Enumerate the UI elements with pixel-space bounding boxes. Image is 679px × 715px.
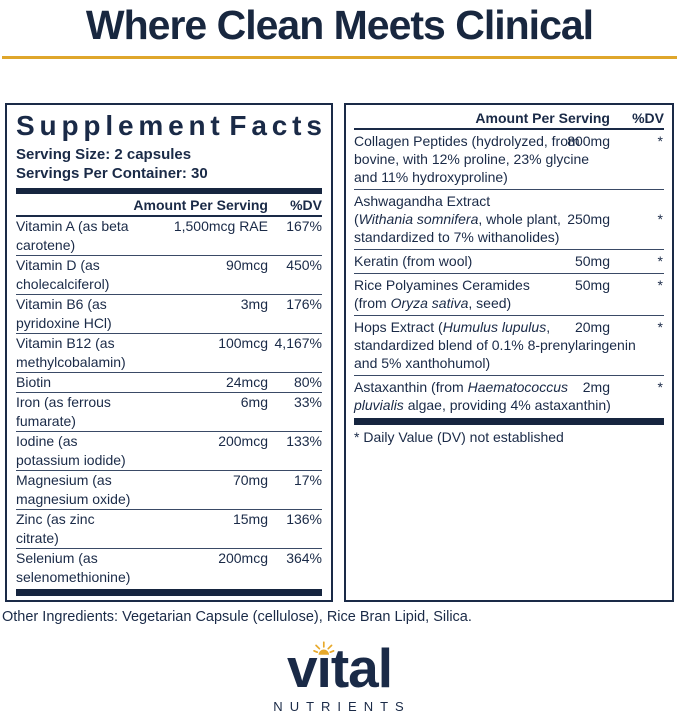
supplement-row: Zinc (as zinc citrate) 15mg 136% bbox=[16, 510, 322, 549]
ingredient-dv: 4,167% bbox=[274, 335, 322, 351]
divider-bar bbox=[16, 589, 322, 596]
supplement-row: Iron (as ferrous fumarate) 6mg 33% bbox=[16, 393, 322, 432]
ingredient-dv: * bbox=[657, 277, 663, 293]
ingredient-name: Ashwagandha Extract (Withania somnifera, … bbox=[354, 193, 561, 245]
supplement-row: Vitamin D (as cholecalciferol) 90mcg 450% bbox=[16, 256, 322, 295]
ingredient-name: Astaxanthin (from Haematococcus pluvialis… bbox=[354, 379, 611, 413]
ingredient-amount: 800mg bbox=[567, 133, 610, 149]
ingredient-amount: 70mg bbox=[232, 472, 268, 488]
supplement-row: Hops Extract (Humulus lupulus, standardiz… bbox=[354, 316, 664, 376]
column-header-dv: %DV bbox=[632, 110, 664, 126]
supplement-row: Biotin 24mcg 80% bbox=[16, 373, 322, 393]
serving-size: Serving Size: 2 capsules bbox=[16, 146, 192, 163]
ingredient-amount: 2mg bbox=[582, 379, 610, 395]
ingredient-dv: * bbox=[657, 319, 663, 335]
supplement-row: Selenium (as selenomethionine) 200mcg 364% bbox=[16, 549, 322, 587]
ingredient-name: Vitamin D (as cholecalciferol) bbox=[16, 257, 110, 292]
dv-footnote: * Daily Value (DV) not established bbox=[354, 429, 564, 445]
right-rows: Collagen Peptides (hydrolyzed, from bovin… bbox=[354, 130, 664, 417]
ingredient-amount: 250mg bbox=[567, 211, 610, 227]
supplement-row: Astaxanthin (from Haematococcus pluvialis… bbox=[354, 376, 664, 417]
supplement-row: Collagen Peptides (hydrolyzed, from bovin… bbox=[354, 130, 664, 190]
supplement-row: Vitamin B12 (as methylcobalamin) 100mcg 4,… bbox=[16, 334, 322, 373]
column-header-dv: %DV bbox=[290, 197, 322, 213]
other-ingredients: Other Ingredients: Vegetarian Capsule (c… bbox=[2, 609, 472, 625]
ingredient-name: Biotin bbox=[16, 374, 52, 390]
supplement-row: Rice Polyamines Ceramides (from Oryza sat… bbox=[354, 274, 664, 316]
ingredient-dv: 450% bbox=[286, 257, 322, 273]
ingredient-name: Vitamin B6 (as pyridoxine HCl) bbox=[16, 296, 112, 331]
ingredient-dv: 364% bbox=[286, 550, 322, 566]
ingredient-dv: * bbox=[657, 133, 663, 149]
ingredient-amount: 200mcg bbox=[218, 550, 268, 566]
supplement-facts-panel-right: Amount Per Serving %DV Collagen Peptides… bbox=[344, 103, 674, 602]
ingredient-amount: 200mcg bbox=[218, 433, 268, 449]
supplement-row: Ashwagandha Extract (Withania somnifera, … bbox=[354, 190, 664, 250]
ingredient-amount: 1,500mcg RAE bbox=[173, 218, 268, 234]
ingredient-dv: 17% bbox=[293, 472, 322, 488]
ingredient-amount: 100mcg bbox=[218, 335, 268, 351]
servings-per-container: Servings Per Container: 30 bbox=[16, 165, 208, 182]
ingredient-amount: 15mg bbox=[232, 511, 268, 527]
gold-divider bbox=[2, 56, 677, 59]
ingredient-name: Vitamin A (as beta carotene) bbox=[16, 218, 129, 253]
left-rows: Vitamin A (as beta carotene) 1,500mcg RAE… bbox=[16, 217, 322, 587]
divider-bar bbox=[354, 418, 664, 425]
ingredient-amount: 6mg bbox=[240, 394, 268, 410]
ingredient-dv: * bbox=[657, 379, 663, 395]
column-header-amount: Amount Per Serving bbox=[475, 110, 610, 126]
ingredient-name: Selenium (as selenomethionine) bbox=[16, 550, 131, 585]
supplement-row: Vitamin A (as beta carotene) 1,500mcg RAE… bbox=[16, 217, 322, 256]
ingredient-name: Rice Polyamines Ceramides (from Oryza sat… bbox=[354, 277, 530, 311]
ingredient-amount: 50mg bbox=[574, 277, 610, 293]
ingredient-amount: 20mg bbox=[574, 319, 610, 335]
divider-bar bbox=[16, 188, 322, 194]
ingredient-amount: 3mg bbox=[240, 296, 268, 312]
ingredient-dv: 133% bbox=[286, 433, 322, 449]
ingredient-name: Magnesium (as magnesium oxide) bbox=[16, 472, 131, 507]
supplement-row: Keratin (from wool) 50mg * bbox=[354, 250, 664, 274]
ingredient-name: Zinc (as zinc citrate) bbox=[16, 511, 95, 546]
column-headers: Amount Per Serving %DV bbox=[16, 194, 322, 217]
supplement-row: Iodine (as potassium iodide) 200mcg 133% bbox=[16, 432, 322, 471]
ingredient-name: Iron (as ferrous fumarate) bbox=[16, 394, 111, 429]
ingredient-dv: * bbox=[657, 253, 663, 269]
logo-letter-i: ı bbox=[313, 641, 335, 696]
logo-subtext: NUTRIENTS bbox=[273, 699, 411, 714]
supplement-row: Vitamin B6 (as pyridoxine HCl) 3mg 176% bbox=[16, 295, 322, 334]
ingredient-name: Collagen Peptides (hydrolyzed, from bovin… bbox=[354, 133, 590, 185]
ingredient-dv: 33% bbox=[293, 394, 322, 410]
ingredient-dv: * bbox=[657, 211, 663, 227]
page-title: Where Clean Meets Clinical bbox=[85, 2, 594, 48]
ingredient-dv: 167% bbox=[286, 218, 322, 234]
ingredient-name: Vitamin B12 (as methylcobalamin) bbox=[16, 335, 126, 370]
supplement-row: Magnesium (as magnesium oxide) 70mg 17% bbox=[16, 471, 322, 510]
ingredient-dv: 80% bbox=[293, 374, 322, 390]
column-header-amount: Amount Per Serving bbox=[133, 197, 268, 213]
ingredient-amount: 90mcg bbox=[225, 257, 268, 273]
sunburst-icon bbox=[313, 641, 335, 655]
ingredient-dv: 176% bbox=[286, 296, 322, 312]
ingredient-amount: 50mg bbox=[574, 253, 610, 269]
ingredient-name: Keratin (from wool) bbox=[354, 253, 473, 269]
ingredient-dv: 136% bbox=[286, 511, 322, 527]
ingredient-name: Iodine (as potassium iodide) bbox=[16, 433, 126, 468]
column-headers: Amount Per Serving %DV bbox=[354, 107, 664, 130]
ingredient-name: Hops Extract (Humulus lupulus, standardiz… bbox=[354, 319, 636, 371]
ingredient-amount: 24mcg bbox=[225, 374, 268, 390]
